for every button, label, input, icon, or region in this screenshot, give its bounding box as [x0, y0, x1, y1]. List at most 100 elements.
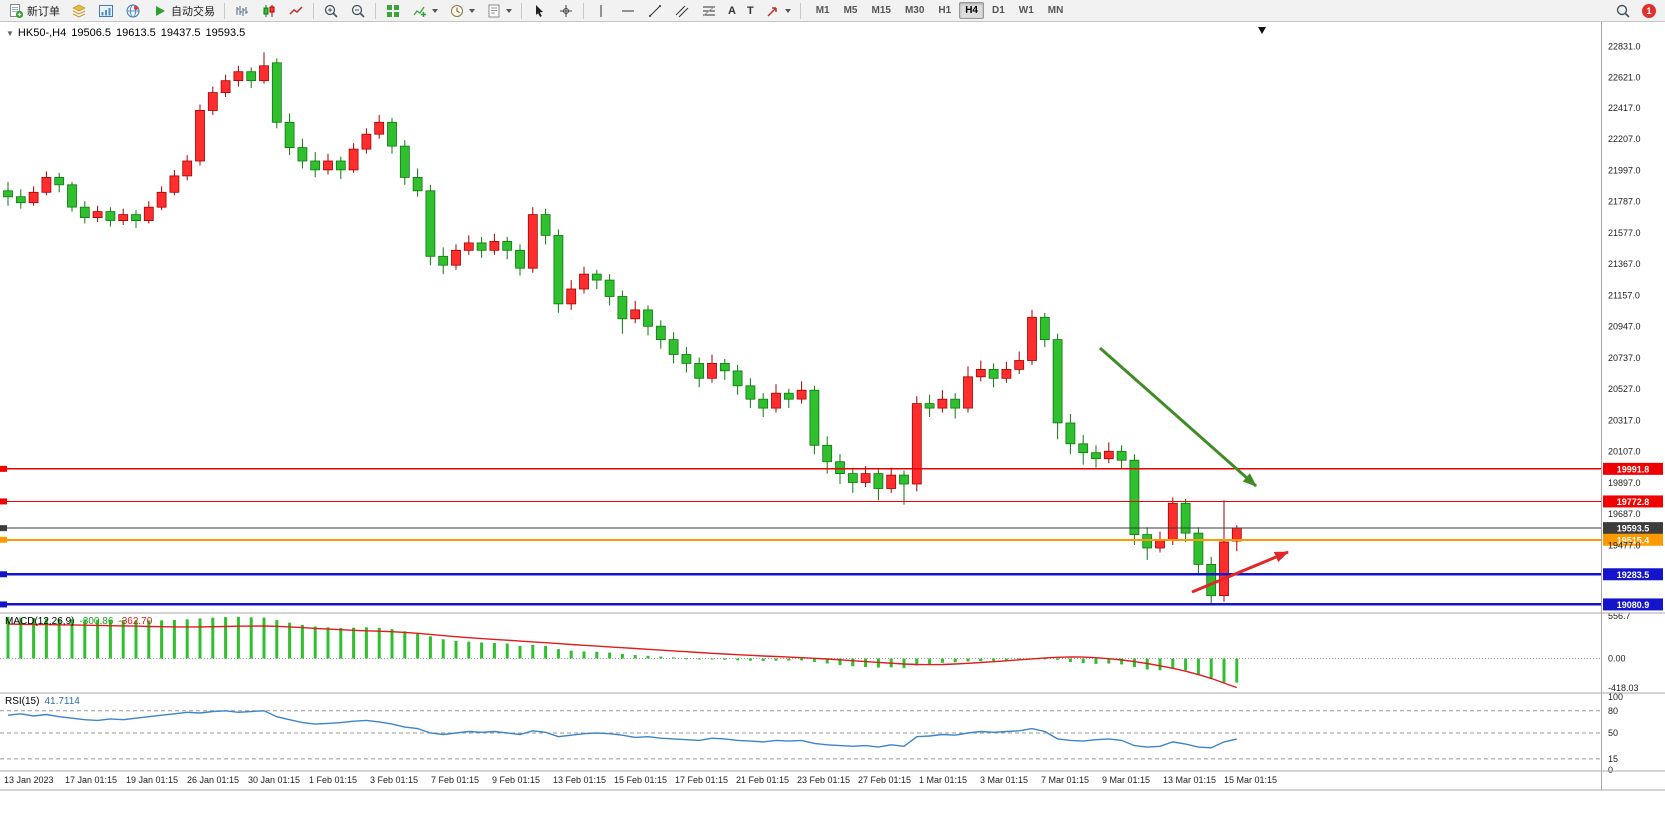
zoom-in-button[interactable] [318, 0, 344, 22]
label-tool-button[interactable]: T [742, 0, 759, 22]
crosshair-icon [560, 4, 572, 17]
shapes-dropdown-button[interactable] [760, 0, 796, 22]
auto-trading-label: 自动交易 [171, 5, 215, 18]
hline-tool-button[interactable] [615, 0, 641, 22]
tf-d1-button[interactable]: D1 [992, 5, 1005, 16]
bar-chart-button[interactable] [229, 0, 255, 22]
line-chart-button[interactable] [283, 0, 309, 22]
trend-arrow[interactable] [1099, 346, 1257, 488]
timeframe-buttons: M1 M5 M15 M30 H1 H4 D1 W1 MN [809, 2, 1071, 19]
line-chart-icon [289, 5, 303, 15]
clock-icon [451, 4, 463, 17]
zoom-in-icon [324, 4, 338, 18]
price-axis[interactable]: 22831.0 22621.0 22417.0 22207.0 21997.0 21787… [1608, 41, 1641, 550]
zoom-out-icon [351, 4, 365, 18]
auto-trading-button[interactable]: 自动交易 [147, 0, 220, 22]
svg-text:19283.5: 19283.5 [1617, 570, 1650, 580]
svg-text:15: 15 [1608, 754, 1618, 764]
svg-text:22417.0: 22417.0 [1608, 103, 1641, 113]
vline-tool-button[interactable] [588, 0, 614, 22]
channel-icon [675, 5, 689, 17]
templates-button[interactable] [481, 0, 517, 22]
svg-text:15 Feb 01:15: 15 Feb 01:15 [614, 775, 667, 785]
svg-text:19 Jan 01:15: 19 Jan 01:15 [126, 775, 178, 785]
layers-button[interactable] [66, 0, 92, 22]
label-tool-icon: T [746, 4, 754, 17]
market-watch-button[interactable] [93, 0, 119, 22]
svg-text:26 Jan 01:15: 26 Jan 01:15 [187, 775, 239, 785]
search-button[interactable] [1610, 0, 1636, 22]
svg-text:3 Feb 01:15: 3 Feb 01:15 [370, 775, 418, 785]
svg-text:15 Mar 01:15: 15 Mar 01:15 [1224, 775, 1277, 785]
tf-m30-button[interactable]: M30 [904, 5, 925, 16]
svg-text:13 Jan 2023: 13 Jan 2023 [4, 775, 54, 785]
svg-text:19687.0: 19687.0 [1608, 509, 1641, 519]
svg-text:21787.0: 21787.0 [1608, 197, 1641, 207]
horizontal-line-icon [622, 10, 634, 11]
svg-text:13 Mar 01:15: 13 Mar 01:15 [1163, 775, 1216, 785]
toolbar-separator [521, 2, 522, 19]
chevron-down-icon [469, 8, 475, 13]
svg-text:19991.8: 19991.8 [1617, 464, 1650, 474]
svg-text:7 Mar 01:15: 7 Mar 01:15 [1041, 775, 1089, 785]
svg-text:13 Feb 01:15: 13 Feb 01:15 [553, 775, 606, 785]
svg-text:9 Feb 01:15: 9 Feb 01:15 [492, 775, 540, 785]
channel-tool-button[interactable] [669, 0, 695, 22]
svg-text:21997.0: 21997.0 [1608, 165, 1641, 175]
svg-text:19593.5: 19593.5 [1617, 524, 1650, 534]
chevron-down-icon [784, 8, 791, 13]
periods-button[interactable] [444, 0, 480, 22]
indicators-button[interactable] [407, 0, 443, 22]
chart-collapse-icon[interactable]: ▼ [6, 29, 14, 38]
svg-text:30 Jan 01:15: 30 Jan 01:15 [248, 775, 300, 785]
svg-text:23 Feb 01:15: 23 Feb 01:15 [797, 775, 850, 785]
svg-text:19477.0: 19477.0 [1608, 541, 1641, 551]
svg-text:1 Mar 01:15: 1 Mar 01:15 [919, 775, 967, 785]
text-tool-button[interactable]: A [723, 0, 741, 22]
tf-m15-button[interactable]: M15 [871, 5, 891, 16]
fibonacci-tool-button[interactable] [696, 0, 722, 22]
zoom-out-button[interactable] [345, 0, 371, 22]
svg-text:17 Feb 01:15: 17 Feb 01:15 [675, 775, 728, 785]
toolbar-separator [313, 2, 314, 19]
tf-h4-button[interactable]: H4 [959, 2, 984, 19]
svg-text:21157.0: 21157.0 [1608, 290, 1640, 300]
tile-windows-button[interactable] [380, 0, 406, 22]
time-axis[interactable]: 13 Jan 2023 17 Jan 01:15 19 Jan 01:15 26 Ja… [4, 775, 1277, 785]
web-terminal-button[interactable] [120, 0, 146, 22]
trendline-tool-button[interactable] [642, 0, 668, 22]
fibonacci-icon [702, 5, 716, 16]
svg-text:21 Feb 01:15: 21 Feb 01:15 [736, 775, 789, 785]
svg-text:1 Feb 01:15: 1 Feb 01:15 [309, 775, 357, 785]
svg-text:0: 0 [1608, 765, 1613, 775]
macd-panel: 556.7 0.00 -418.03 [0, 611, 1639, 693]
svg-text:22831.0: 22831.0 [1608, 41, 1641, 51]
trend-arrow[interactable] [1191, 550, 1289, 594]
layers-icon [72, 4, 86, 18]
svg-text:27 Feb 01:15: 27 Feb 01:15 [858, 775, 911, 785]
crosshair-button[interactable] [553, 0, 579, 22]
svg-text:17 Jan 01:15: 17 Jan 01:15 [65, 775, 117, 785]
tf-m5-button[interactable]: M5 [843, 5, 858, 16]
candlestick-chart-button[interactable] [256, 0, 282, 22]
tile-windows-icon [387, 4, 399, 17]
svg-text:80: 80 [1608, 706, 1618, 716]
svg-text:0.00: 0.00 [1608, 654, 1626, 664]
tf-h1-button[interactable]: H1 [938, 5, 952, 16]
trendline-icon [649, 4, 661, 17]
market-watch-icon [99, 4, 113, 17]
tf-mn-button[interactable]: MN [1047, 5, 1064, 16]
notification-badge[interactable]: 1 [1642, 3, 1656, 18]
svg-text:19897.0: 19897.0 [1608, 478, 1641, 488]
toolbar-separator [583, 2, 584, 19]
cursor-button[interactable] [526, 0, 552, 22]
tf-m1-button[interactable]: M1 [815, 5, 830, 16]
candles-layer [3, 52, 1242, 605]
chevron-down-icon [506, 8, 512, 13]
text-tool-icon: A [728, 4, 736, 17]
new-order-button[interactable]: 新订单 [3, 0, 65, 22]
tf-w1-button[interactable]: W1 [1018, 5, 1034, 16]
